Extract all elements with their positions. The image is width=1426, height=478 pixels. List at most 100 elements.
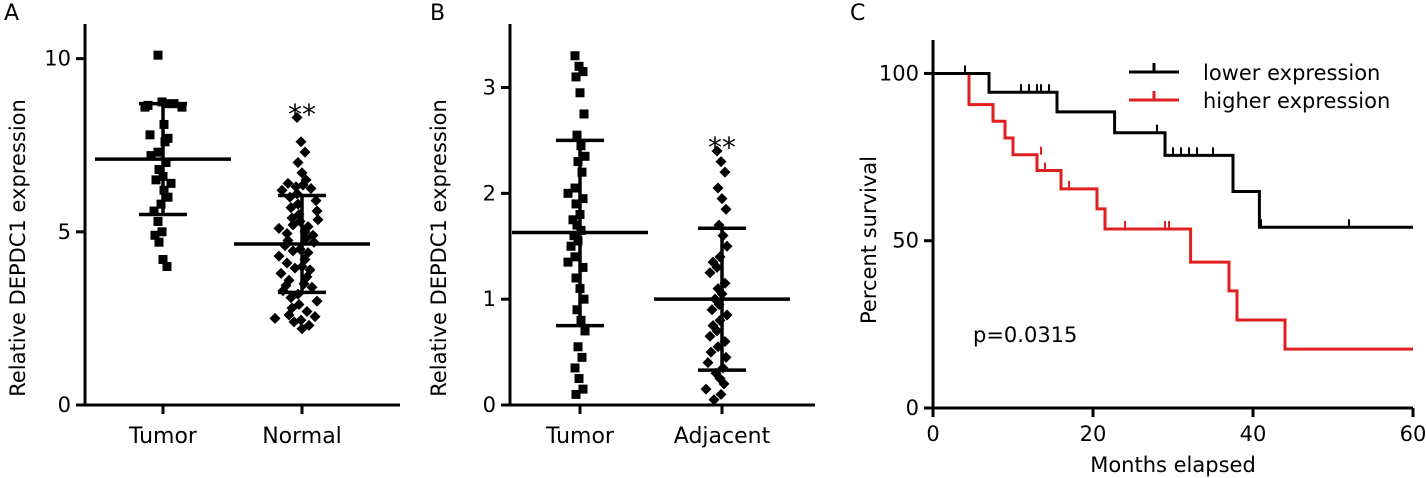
panel-b-y-ticks: 0 1 2 3 <box>483 76 510 417</box>
data-point-tumor-6 <box>572 130 582 140</box>
data-point-tumor-27 <box>579 294 589 304</box>
data-point-tumor-23 <box>563 257 573 267</box>
y-tick-label-1: 5 <box>58 220 71 244</box>
panel-c-letter: C <box>850 1 865 26</box>
panel-a-category-tumor: Tumor <box>128 424 198 449</box>
panel-c-y-axis-title: Percent survival <box>857 156 881 324</box>
data-point-tumor-36 <box>571 389 581 399</box>
panel-b-category-tumor: Tumor <box>545 424 615 449</box>
data-point-normal-38 <box>289 262 301 274</box>
data-point-tumor-22 <box>153 216 163 226</box>
panel-c-x-axis-title: Months elapsed <box>1090 453 1256 477</box>
data-point-adjacent-33 <box>700 383 712 395</box>
data-point-tumor-10 <box>160 137 170 147</box>
panel-c-p-value: p=0.0315 <box>973 323 1077 347</box>
data-point-normal-1 <box>295 136 307 148</box>
data-point-tumor-27 <box>162 261 172 271</box>
data-point-tumor-13 <box>578 194 588 204</box>
data-point-tumor-32 <box>577 352 587 362</box>
data-point-adjacent-1 <box>715 156 727 168</box>
data-point-tumor-20 <box>573 236 583 246</box>
x-tick-label-1: 20 <box>1080 422 1107 446</box>
data-point-tumor-10 <box>577 167 587 177</box>
data-point-normal-59 <box>296 323 308 335</box>
data-point-normal-18 <box>286 212 298 224</box>
data-point-normal-54 <box>309 311 321 323</box>
data-point-normal-49 <box>311 295 323 307</box>
data-point-tumor-8 <box>580 151 590 161</box>
data-point-adjacent-8 <box>721 240 733 252</box>
data-point-tumor-14 <box>571 199 581 209</box>
data-point-normal-21 <box>287 219 299 231</box>
data-point-adjacent-28 <box>702 357 714 369</box>
y-tick-label-0: 0 <box>483 393 496 417</box>
panel-c-x-ticks: 0 20 40 60 <box>926 408 1426 446</box>
data-point-tumor-30 <box>580 326 590 336</box>
data-point-tumor-16 <box>151 175 161 185</box>
data-point-tumor-14 <box>154 164 164 174</box>
data-point-adjacent-4 <box>716 193 728 205</box>
data-point-adjacent-3 <box>712 182 724 194</box>
data-point-tumor-35 <box>578 384 588 394</box>
data-point-tumor-33 <box>570 363 580 373</box>
panel-a-significance-mark: ** <box>288 98 316 131</box>
data-point-normal-45 <box>306 281 318 293</box>
data-point-normal-53 <box>283 309 295 321</box>
data-point-normal-0 <box>291 112 303 124</box>
data-point-tumor-25 <box>571 273 581 283</box>
data-point-tumor-12 <box>146 151 156 161</box>
data-point-normal-52 <box>301 305 313 317</box>
panel-b-letter: B <box>430 1 445 26</box>
data-point-tumor-9 <box>573 157 583 167</box>
data-point-normal-34 <box>273 250 285 262</box>
data-point-normal-57 <box>288 316 300 328</box>
data-point-adjacent-22 <box>711 325 723 337</box>
x-tick-label-3: 60 <box>1400 422 1426 446</box>
data-point-tumor-28 <box>572 305 582 315</box>
panel-a-error-bars <box>95 101 370 295</box>
data-point-adjacent-35 <box>708 394 720 406</box>
data-point-adjacent-23 <box>704 330 716 342</box>
data-point-tumor-4 <box>575 88 585 98</box>
data-point-normal-2 <box>299 146 311 158</box>
data-point-tumor-21 <box>149 206 159 216</box>
data-point-tumor-23 <box>157 227 167 237</box>
data-point-normal-16 <box>311 205 323 217</box>
panel-b-significance-mark: ** <box>708 131 736 164</box>
y-tick-label-2: 100 <box>879 61 919 85</box>
legend-label-higher-expression: higher expression <box>1203 89 1390 113</box>
data-point-tumor-13 <box>161 158 171 168</box>
data-point-tumor-34 <box>574 374 584 384</box>
data-point-normal-3 <box>292 157 304 169</box>
data-point-normal-36 <box>281 257 293 269</box>
y-tick-label-2: 2 <box>483 181 496 205</box>
data-point-normal-25 <box>281 228 293 240</box>
data-point-tumor-9 <box>145 130 155 140</box>
data-point-adjacent-34 <box>715 388 727 400</box>
y-tick-label-0: 0 <box>906 396 919 420</box>
data-point-adjacent-32 <box>718 378 730 390</box>
x-tick-label-0: 0 <box>926 422 939 446</box>
data-point-tumor-16 <box>568 215 578 225</box>
data-point-normal-9 <box>305 183 317 195</box>
data-point-tumor-0 <box>153 50 163 60</box>
data-point-adjacent-5 <box>720 203 732 215</box>
data-point-tumor-24 <box>150 230 160 240</box>
data-point-normal-48 <box>285 292 297 304</box>
data-point-tumor-12 <box>563 188 573 198</box>
data-point-tumor-3 <box>571 72 581 82</box>
data-point-normal-13 <box>310 195 322 207</box>
data-point-adjacent-12 <box>704 267 716 279</box>
data-point-normal-19 <box>312 214 324 226</box>
panel-c-legend: lower expression higher expression <box>1129 61 1390 113</box>
data-point-tumor-6 <box>177 102 187 112</box>
data-point-normal-6 <box>282 177 294 189</box>
data-point-adjacent-0 <box>711 145 723 157</box>
data-point-tumor-22 <box>570 252 580 262</box>
data-point-tumor-21 <box>566 241 576 251</box>
data-point-tumor-19 <box>569 231 579 241</box>
x-tick-label-2: 40 <box>1240 422 1267 446</box>
